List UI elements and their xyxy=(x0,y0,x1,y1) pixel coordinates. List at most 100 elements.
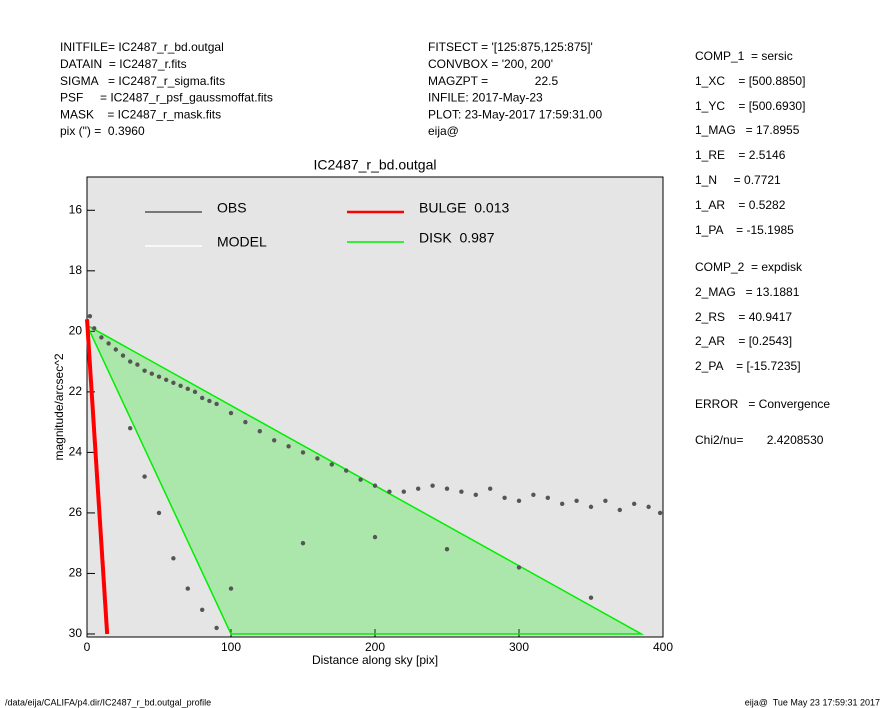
obs-point xyxy=(87,314,93,319)
header-line: COMP_1 = sersic xyxy=(695,49,793,63)
header-line: FITSECT = '[125:875,125:875]' xyxy=(428,40,593,54)
obs-point xyxy=(113,347,119,352)
disk-model xyxy=(85,323,645,635)
footer-left: /data/eija/CALIFA/p4.dir/IC2487_r_bd.out… xyxy=(5,697,211,707)
obs-point xyxy=(315,456,320,461)
obs-point xyxy=(257,429,262,434)
y-tick-label: 22 xyxy=(69,384,83,398)
obs-point xyxy=(488,486,493,491)
obs-point xyxy=(128,425,133,431)
obs-point xyxy=(192,389,198,395)
obs-point xyxy=(200,607,205,612)
obs-point xyxy=(156,510,162,516)
obs-point xyxy=(516,565,522,570)
obs-point xyxy=(588,595,594,600)
obs-point xyxy=(603,498,608,504)
legend-label: OBS xyxy=(217,200,247,216)
obs-point xyxy=(156,374,162,379)
x-tick-label: 0 xyxy=(84,640,91,654)
y-axis-label: magnitude/arcsec^2 xyxy=(52,353,66,460)
obs-point xyxy=(185,586,190,591)
obs-point xyxy=(207,398,212,404)
header-line: 1_MAG = 17.8955 xyxy=(695,123,800,137)
header-line: 2_AR = [0.2543] xyxy=(695,334,792,348)
obs-point xyxy=(164,377,169,382)
obs-point xyxy=(372,534,378,540)
obs-point xyxy=(228,586,234,591)
header-line: 1_YC = [500.6930] xyxy=(695,99,805,113)
obs-point xyxy=(574,498,579,504)
obs-point xyxy=(416,486,421,491)
y-tick-label: 16 xyxy=(69,202,83,216)
header-line: DATAIN = IC2487_r.fits xyxy=(60,57,187,71)
legend-label: DISK 0.987 xyxy=(419,230,495,246)
legend-label: BULGE 0.013 xyxy=(419,200,509,216)
header-line: INITFILE= IC2487_r_bd.outgal xyxy=(60,40,224,54)
header-line: PLOT: 23-May-2017 17:59:31.00 xyxy=(428,107,602,121)
obs-point xyxy=(632,501,637,507)
obs-point xyxy=(300,450,306,455)
obs-point xyxy=(401,489,406,494)
obs-point xyxy=(344,468,349,473)
obs-point xyxy=(99,335,104,340)
obs-point xyxy=(657,510,663,516)
header-line: ERROR = Convergence xyxy=(695,397,830,411)
header-line: 1_XC = [500.8850] xyxy=(695,74,805,88)
x-axis-label: Distance along sky [pix] xyxy=(312,653,438,667)
obs-point xyxy=(149,371,154,376)
legend-label: MODEL xyxy=(217,234,267,250)
chart-title: IC2487_r_bd.outgal xyxy=(314,157,437,173)
header-line: 1_N = 0.7721 xyxy=(695,173,781,187)
obs-point xyxy=(444,486,450,491)
y-tick-label: 28 xyxy=(69,566,83,580)
obs-point xyxy=(106,341,111,346)
header-line: Chi2/nu= 2.4208530 xyxy=(695,433,824,447)
obs-point xyxy=(459,489,464,494)
header-line: 2_PA = [-15.7235] xyxy=(695,359,801,373)
obs-point xyxy=(92,326,97,331)
obs-point xyxy=(128,359,133,364)
obs-point xyxy=(430,483,435,488)
obs-point xyxy=(142,474,147,479)
obs-point xyxy=(358,477,363,482)
header-line: MAGZPT = 22.5 xyxy=(428,74,558,88)
obs-point xyxy=(531,492,536,497)
obs-point xyxy=(300,540,306,546)
obs-point xyxy=(473,492,478,497)
footer-right: eija@ Tue May 23 17:59:31 2017 xyxy=(745,697,880,707)
x-tick-label: 300 xyxy=(509,640,529,654)
obs-point xyxy=(387,489,392,494)
obs-point xyxy=(516,498,522,504)
obs-point xyxy=(214,625,219,631)
obs-point xyxy=(135,362,140,367)
obs-point xyxy=(228,410,234,416)
header-line: COMP_2 = expdisk xyxy=(695,260,803,274)
header-line: MASK = IC2487_r_mask.fits xyxy=(60,107,221,121)
obs-point xyxy=(372,483,378,488)
y-tick-label: 30 xyxy=(69,626,83,640)
header-line: CONVBOX = '200, 200' xyxy=(428,57,553,71)
obs-point xyxy=(171,380,176,385)
obs-point xyxy=(545,495,550,500)
obs-point xyxy=(502,495,507,500)
obs-point xyxy=(272,438,277,443)
obs-point xyxy=(214,401,219,407)
header-line: 1_AR = 0.5282 xyxy=(695,198,786,212)
header-line: pix (") = 0.3960 xyxy=(60,124,145,138)
obs-point xyxy=(286,444,291,449)
header-line: 2_RS = 40.9417 xyxy=(695,310,792,324)
obs-point xyxy=(329,462,334,467)
header-line: INFILE: 2017-May-23 xyxy=(428,91,543,105)
header-line: 2_MAG = 13.1881 xyxy=(695,285,800,299)
obs-point xyxy=(120,353,126,358)
header-line: eija@ xyxy=(428,124,459,138)
x-tick-label: 200 xyxy=(365,640,385,654)
obs-point xyxy=(617,507,622,513)
bulge-model xyxy=(85,319,110,635)
obs-point xyxy=(200,395,205,401)
obs-point xyxy=(560,501,565,507)
y-tick-label: 18 xyxy=(69,263,83,277)
y-tick-label: 26 xyxy=(69,505,83,519)
y-tick-label: 24 xyxy=(69,445,83,459)
